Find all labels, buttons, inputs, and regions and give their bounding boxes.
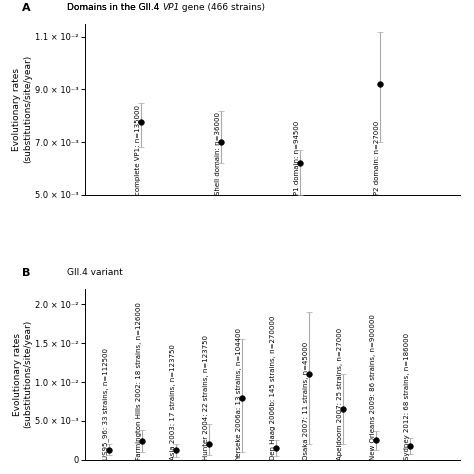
Text: Asia 2003: 17 strains, n=123750: Asia 2003: 17 strains, n=123750 bbox=[170, 344, 175, 460]
Text: GII.4 variant: GII.4 variant bbox=[66, 268, 122, 277]
Text: Domains in the GII.4: Domains in the GII.4 bbox=[66, 3, 162, 12]
Y-axis label: Evolutionary rates
(substitutions/site/year): Evolutionary rates (substitutions/site/y… bbox=[13, 320, 32, 428]
Text: Sydney 2012: 68 strains, n=186000: Sydney 2012: 68 strains, n=186000 bbox=[404, 333, 410, 460]
Y-axis label: Evolutionary rates
(substitutions/site/year): Evolutionary rates (substitutions/site/y… bbox=[12, 55, 32, 164]
Text: Osaka 2007: 11 strains, n=45000: Osaka 2007: 11 strains, n=45000 bbox=[303, 342, 310, 460]
Text: Yerseke 2006a: 13 strains, n=104400: Yerseke 2006a: 13 strains, n=104400 bbox=[237, 328, 243, 460]
Text: Shell domain: n=36000: Shell domain: n=36000 bbox=[215, 112, 221, 195]
Text: US95_96: 33 strains, n=112500: US95_96: 33 strains, n=112500 bbox=[102, 348, 109, 460]
Text: Farmington Hills 2002: 18 strains, n=126000: Farmington Hills 2002: 18 strains, n=126… bbox=[136, 302, 142, 460]
Text: New Orleans 2009: 86 strains, n=900000: New Orleans 2009: 86 strains, n=900000 bbox=[370, 314, 376, 460]
Text: P2 domain: n=27000: P2 domain: n=27000 bbox=[374, 120, 380, 195]
Text: Domains in the GII.4: Domains in the GII.4 bbox=[66, 3, 162, 12]
Text: Apeldoorn 2007: 25 strains, n=27000: Apeldoorn 2007: 25 strains, n=27000 bbox=[337, 328, 343, 460]
Text: complete VP1: n=135000: complete VP1: n=135000 bbox=[135, 105, 141, 195]
Text: Hunter 2004: 22 strains, n=123750: Hunter 2004: 22 strains, n=123750 bbox=[203, 335, 209, 460]
Text: A: A bbox=[22, 3, 30, 13]
Text: gene (466 strains): gene (466 strains) bbox=[179, 3, 265, 12]
Text: VP1: VP1 bbox=[162, 3, 179, 12]
Text: Den Haag 2006b: 145 strains, n=270000: Den Haag 2006b: 145 strains, n=270000 bbox=[270, 315, 276, 460]
Text: B: B bbox=[22, 268, 30, 278]
Text: P1 domain: n=94500: P1 domain: n=94500 bbox=[294, 120, 301, 195]
